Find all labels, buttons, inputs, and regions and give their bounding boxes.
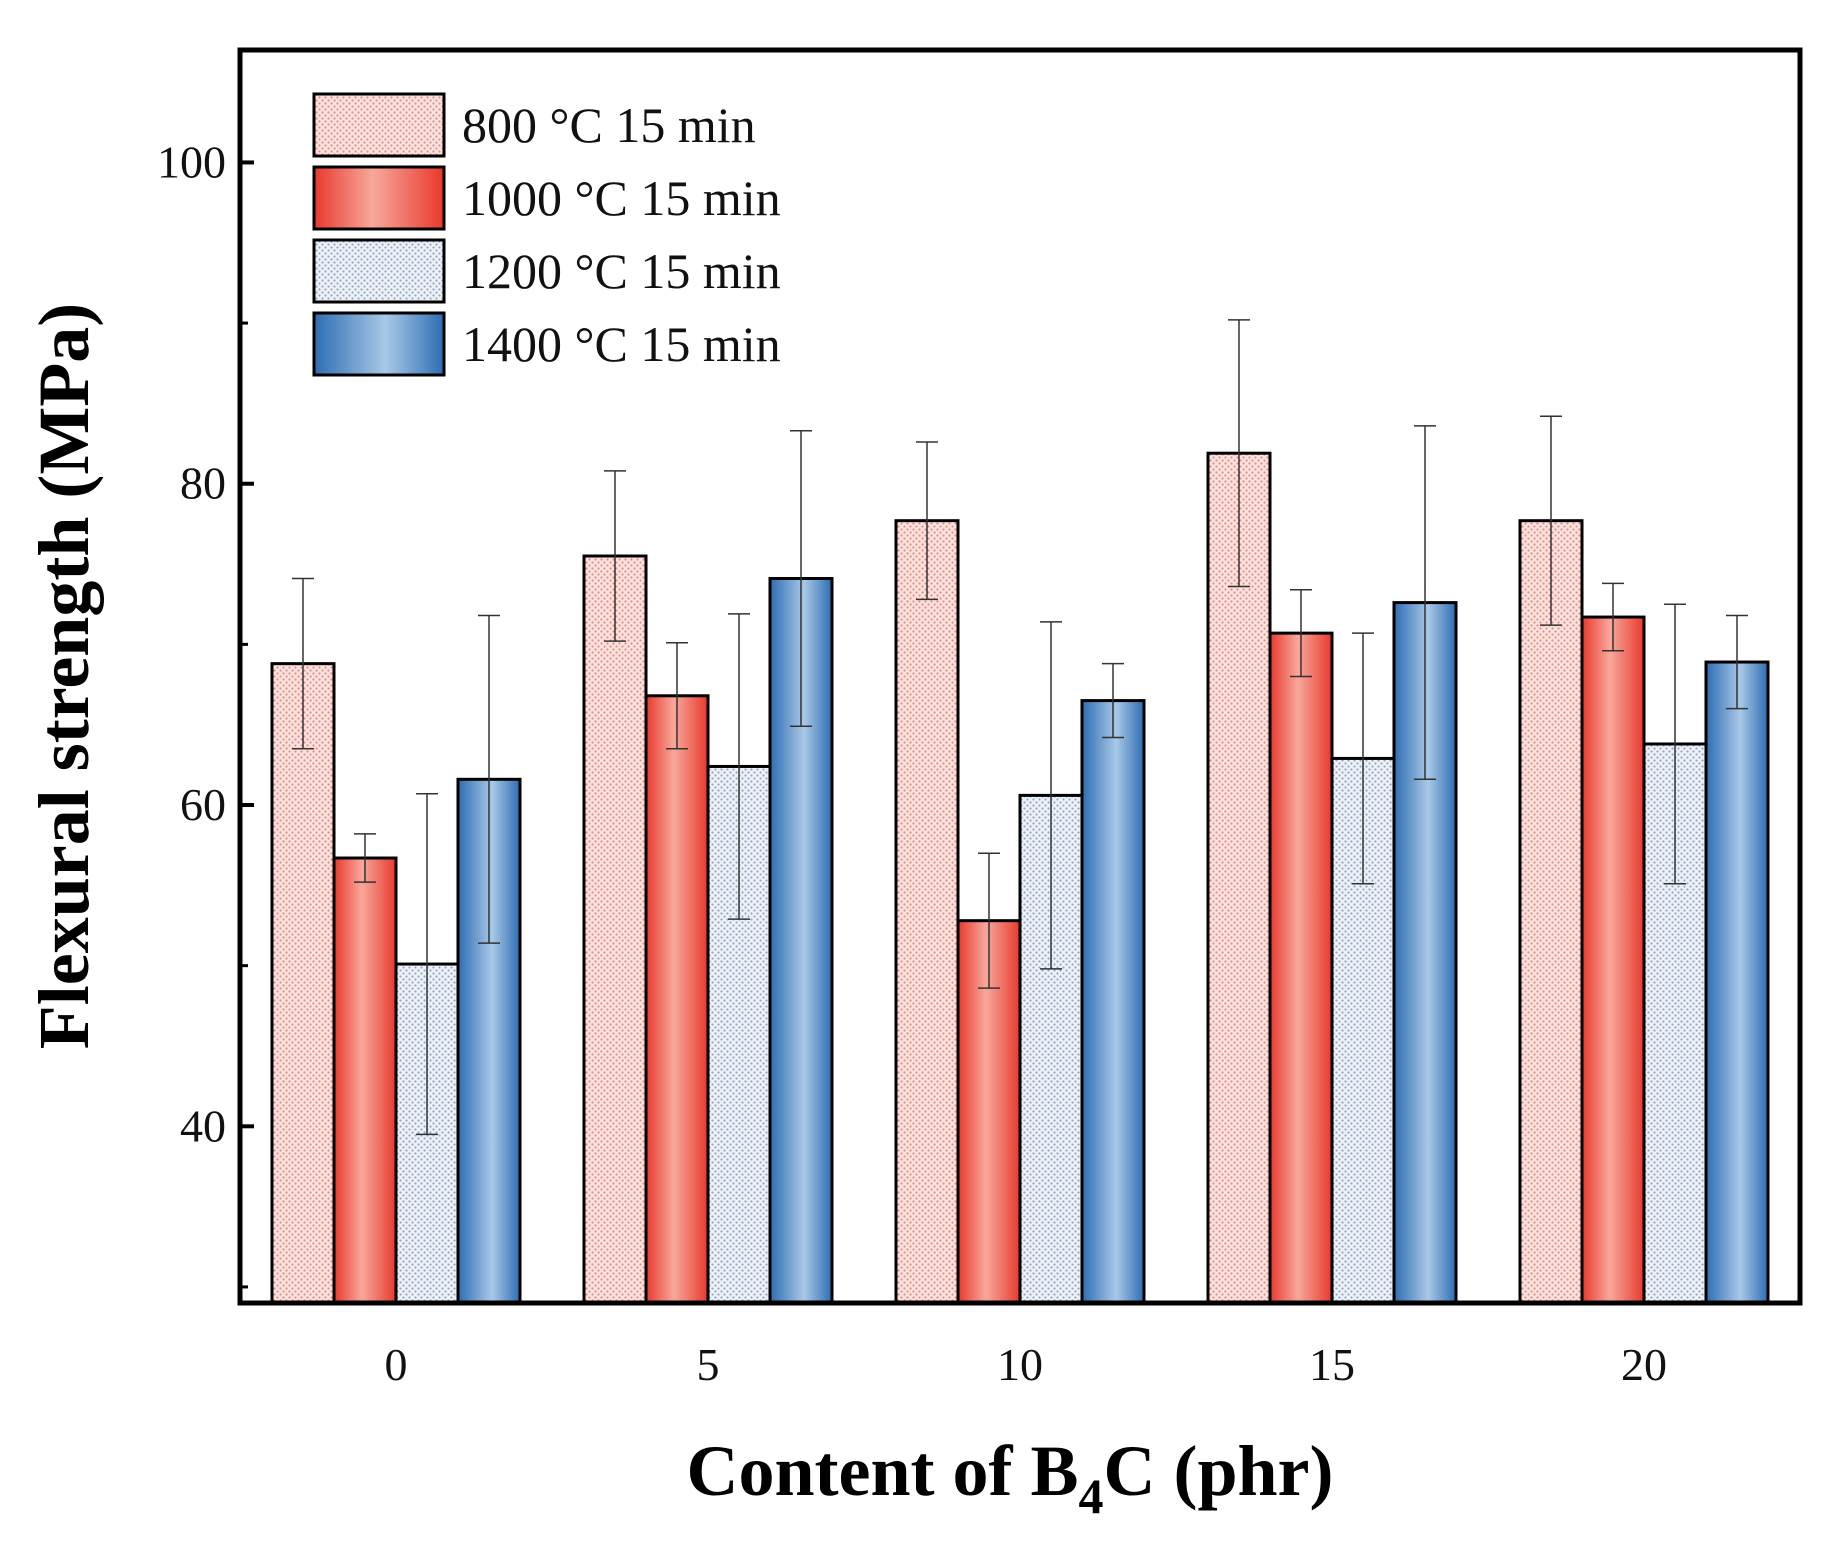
x-tick-label-5: 5 [697, 1339, 720, 1390]
y-tick-label-60: 60 [180, 779, 226, 830]
x-tick-label-20: 20 [1621, 1339, 1667, 1390]
x-tick-label-15: 15 [1309, 1339, 1355, 1390]
legend-label-series-4: 1400 °C 15 min [462, 316, 781, 372]
legend-label-series-2: 1000 °C 15 min [462, 170, 781, 226]
bar-0-series-2 [332, 856, 398, 1305]
x-axis-title: Content of B4C (phr) [687, 1431, 1334, 1524]
bar-15-series-2 [1268, 631, 1334, 1305]
error-bars-layer [292, 319, 1748, 1136]
y-tick-label-40: 40 [180, 1100, 226, 1151]
legend-label-series-3: 1200 °C 15 min [462, 243, 781, 299]
bar-20-series-1 [1518, 519, 1584, 1305]
y-tick-label-80: 80 [180, 458, 226, 509]
bar-20-series-2 [1580, 615, 1646, 1305]
x-tick-label-0: 0 [385, 1339, 408, 1390]
bar-20-series-4 [1704, 660, 1770, 1305]
plot-frame [237, 47, 1803, 1306]
legend-swatch-series-1 [312, 92, 446, 158]
legend-swatch-series-3 [312, 238, 446, 304]
y-axis: 40 60 80 100 [157, 136, 254, 1289]
bar-5-series-1 [582, 554, 648, 1305]
bar-5-series-2 [644, 694, 710, 1305]
y-axis-title: Flexural strength (MPa) [24, 303, 104, 1050]
bar-5-series-4 [768, 577, 834, 1305]
bar-10-series-1 [894, 519, 960, 1305]
legend-swatch-series-2 [312, 165, 446, 231]
x-axis-title-tail: C (phr) [1104, 1431, 1334, 1511]
bar-0-series-1 [270, 662, 336, 1305]
legend-label-series-1: 800 °C 15 min [462, 97, 756, 153]
x-tick-label-10: 10 [997, 1339, 1043, 1390]
x-axis: 0 5 10 15 20 [385, 1339, 1668, 1390]
x-axis-title-main: Content of B [687, 1431, 1079, 1511]
bar-10-series-4 [1080, 699, 1146, 1305]
y-tick-label-100: 100 [157, 136, 226, 187]
bars-layer [270, 451, 1770, 1305]
x-axis-title-subscript: 4 [1079, 1468, 1104, 1524]
legend: 800 °C 15 min 1000 °C 15 min 1200 °C 15 mi… [312, 92, 781, 377]
legend-swatch-series-4 [312, 311, 446, 377]
